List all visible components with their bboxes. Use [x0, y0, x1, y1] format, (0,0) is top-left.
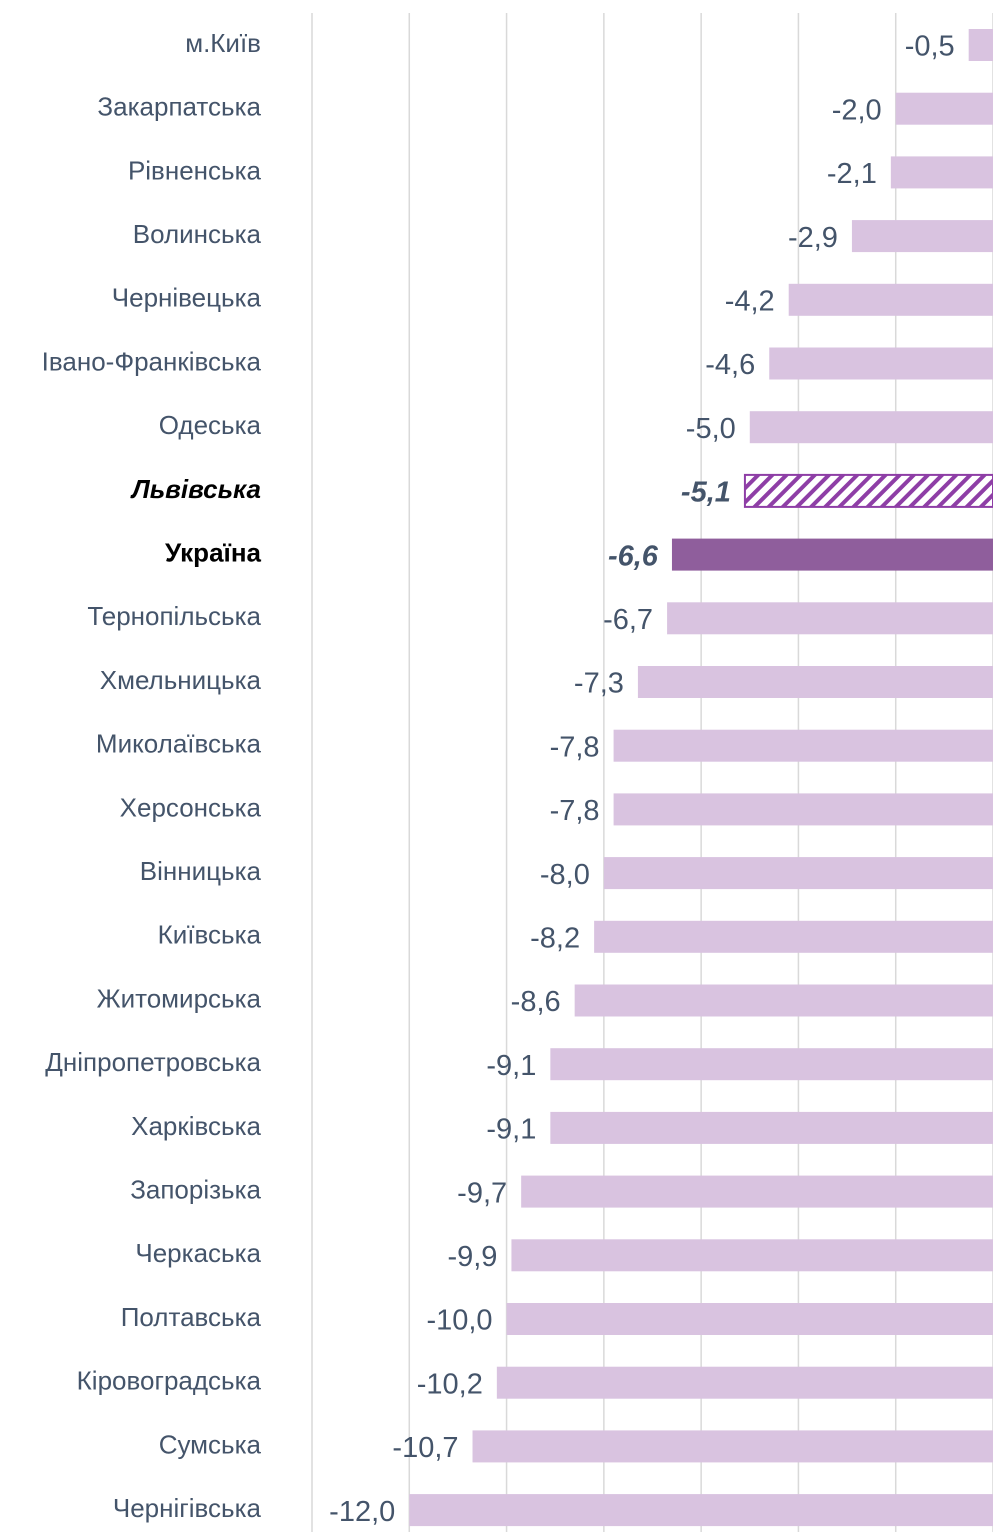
category-label: Дніпропетровська [45, 1047, 261, 1077]
bar [968, 29, 993, 61]
value-label: -0,5 [905, 31, 955, 63]
value-label: -4,6 [705, 349, 755, 381]
value-label: -9,7 [457, 1177, 507, 1209]
value-label: -6,6 [608, 540, 659, 572]
value-label: -10,0 [426, 1305, 492, 1337]
bar [506, 1303, 993, 1335]
category-label: м.Київ [185, 28, 261, 58]
bar [550, 1048, 993, 1081]
value-label: -2,0 [832, 94, 882, 126]
value-label: -2,9 [788, 222, 838, 254]
value-label: -9,1 [486, 1050, 536, 1082]
bar [603, 857, 993, 890]
bar [788, 283, 993, 316]
value-label: -10,2 [417, 1368, 483, 1400]
value-label: -2,1 [827, 158, 877, 190]
category-label: Закарпатська [97, 92, 261, 122]
bar [671, 538, 993, 571]
bar [667, 602, 993, 635]
category-label: Чернігівська [113, 1493, 262, 1523]
value-label: -12,0 [329, 1496, 395, 1528]
bar [769, 347, 993, 380]
category-label: Вінницька [140, 856, 262, 886]
category-label: Кіровоградська [77, 1366, 262, 1396]
bar [594, 920, 993, 953]
bar [409, 1494, 993, 1527]
bar [550, 1111, 993, 1144]
category-label: Рівненська [128, 155, 262, 185]
category-label: Хмельницька [100, 665, 262, 695]
category-label: Одеська [159, 410, 262, 440]
category-label: Черкаська [135, 1238, 261, 1268]
bar [496, 1366, 993, 1399]
bar [472, 1430, 993, 1463]
category-label: Полтавська [121, 1302, 262, 1332]
category-label: Волинська [133, 219, 262, 249]
bar [613, 729, 993, 762]
value-label: -4,2 [725, 285, 775, 317]
category-label: Харківська [131, 1111, 261, 1141]
category-label: Тернопільська [87, 601, 261, 631]
category-label: Чернівецька [112, 283, 262, 313]
value-label: -10,7 [392, 1432, 458, 1464]
value-label: -9,9 [447, 1241, 497, 1273]
category-label: Миколаївська [96, 729, 262, 759]
bar [637, 666, 993, 698]
category-label: Львівська [130, 474, 261, 504]
category-label: Запорізька [130, 1174, 261, 1204]
value-label: -9,1 [486, 1114, 536, 1146]
value-label: -8,2 [530, 922, 580, 954]
bar [749, 411, 993, 444]
value-label: -5,1 [681, 477, 731, 509]
value-label: -7,8 [550, 795, 600, 827]
bar [851, 220, 993, 253]
category-label: Київська [158, 920, 262, 950]
bar [521, 1175, 993, 1208]
category-label: Житомирська [97, 983, 262, 1013]
value-label: -6,7 [603, 604, 653, 636]
bar [511, 1239, 993, 1272]
bar [890, 156, 993, 189]
category-label: Івано-Франківська [42, 346, 262, 376]
bar [743, 473, 993, 508]
value-label: -8,6 [511, 986, 561, 1018]
value-label: -7,3 [574, 668, 624, 700]
bar [895, 92, 993, 125]
category-label: Сумська [159, 1429, 262, 1459]
bar [613, 793, 993, 826]
bar [574, 984, 993, 1017]
value-label: -7,8 [550, 731, 600, 763]
category-label: Херсонська [120, 792, 262, 822]
category-label: Україна [165, 537, 262, 567]
value-label: -8,0 [540, 859, 590, 891]
value-label: -5,0 [686, 413, 736, 445]
